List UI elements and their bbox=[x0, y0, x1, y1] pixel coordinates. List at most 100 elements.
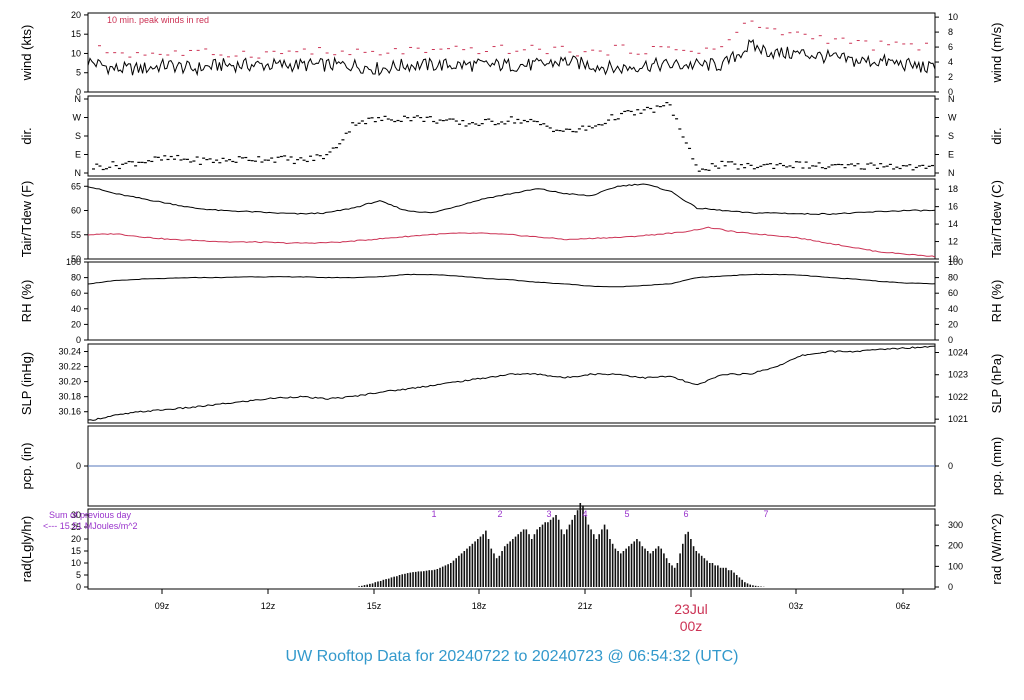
rh-frame bbox=[87, 261, 936, 341]
rad-ylabel: rad(Lgly/hr) bbox=[19, 516, 34, 582]
temp-ytick-label: 55 bbox=[71, 230, 81, 240]
rad-ytick-right-label: 300 bbox=[948, 520, 963, 530]
slp-ytick-right-label: 1021 bbox=[948, 414, 968, 424]
wind-ytick-right-label: 4 bbox=[948, 57, 953, 67]
slp-ytick-right-label: 1023 bbox=[948, 370, 968, 380]
dewpoint-line bbox=[87, 226, 936, 258]
x-tick-label: 06z bbox=[896, 601, 911, 611]
dir-ytick-label: S bbox=[75, 131, 81, 141]
slp-line bbox=[87, 345, 936, 421]
slp-ytick-label: 30.22 bbox=[58, 362, 81, 372]
rad-hour-marker: 1 bbox=[431, 509, 436, 519]
rad-ytick-label: 15 bbox=[71, 546, 81, 556]
rad-ytick-label: 10 bbox=[71, 558, 81, 568]
rad-hour-marker: 7 bbox=[763, 509, 768, 519]
dir-ylabel-right: dir. bbox=[989, 127, 1004, 144]
rad-hour-marker: 4 bbox=[582, 509, 587, 519]
slp-ytick-label: 30.18 bbox=[58, 392, 81, 402]
wind-ytick-label: 0 bbox=[76, 87, 81, 97]
dir-ytick-label: N bbox=[75, 94, 82, 104]
temp-ytick-right-label: 16 bbox=[948, 202, 958, 212]
wind-ytick-label: 15 bbox=[71, 29, 81, 39]
rad-hour-marker: 5 bbox=[624, 509, 629, 519]
dir-ytick-right-label: E bbox=[948, 150, 954, 160]
rh-ylabel: RH (%) bbox=[19, 280, 34, 323]
rad-hour-marker: 6 bbox=[683, 509, 688, 519]
wind-ylabel: wind (kts) bbox=[19, 25, 34, 82]
wind-speed-line bbox=[87, 39, 936, 77]
rh-ytick-right-label: 100 bbox=[948, 257, 963, 267]
wind-ytick-right-label: 6 bbox=[948, 42, 953, 52]
rh-ytick-right-label: 20 bbox=[948, 319, 958, 329]
slp-ytick-right-label: 1022 bbox=[948, 392, 968, 402]
rh-ytick-right-label: 0 bbox=[948, 335, 953, 345]
rh-ytick-label: 80 bbox=[71, 273, 81, 283]
rad-hour-marker: 3 bbox=[546, 509, 551, 519]
wind-ytick-label: 20 bbox=[71, 10, 81, 20]
x-tick-label: 09z bbox=[155, 601, 170, 611]
slp-ylabel-right: SLP (hPa) bbox=[989, 354, 1004, 414]
slp-ylabel: SLP (inHg) bbox=[19, 352, 34, 415]
wind-ytick-right-label: 10 bbox=[948, 12, 958, 22]
pcp-ylabel: pcp. (in) bbox=[19, 443, 34, 490]
dir-ytick-right-label: N bbox=[948, 168, 955, 178]
wind-ytick-label: 10 bbox=[71, 48, 81, 58]
x-tick-label: 15z bbox=[367, 601, 382, 611]
temp-ytick-right-label: 10 bbox=[948, 254, 958, 264]
rad-ylabel-right: rad (W/m^2) bbox=[989, 513, 1004, 584]
wind-ytick-right-label: 2 bbox=[948, 72, 953, 82]
temp-ytick-right-label: 18 bbox=[948, 184, 958, 194]
x-date-label: 23Jul bbox=[674, 601, 707, 617]
pcp-ylabel-right: pcp. (mm) bbox=[989, 437, 1004, 496]
rad-hour-marker: 2 bbox=[497, 509, 502, 519]
rad-ytick-label: 5 bbox=[76, 570, 81, 580]
rh-ytick-label: 20 bbox=[71, 319, 81, 329]
wind-annotation: 10 min. peak winds in red bbox=[107, 15, 209, 25]
temp-ytick-right-label: 12 bbox=[948, 237, 958, 247]
temp-frame bbox=[87, 178, 936, 260]
rh-ytick-right-label: 60 bbox=[948, 288, 958, 298]
rad-frame bbox=[87, 508, 936, 590]
rh-ytick-label: 40 bbox=[71, 304, 81, 314]
rad-annotation-line1: Sum of previous day bbox=[49, 510, 132, 520]
air-temperature-line bbox=[87, 183, 936, 216]
temp-ytick-label: 60 bbox=[71, 206, 81, 216]
dir-frame bbox=[87, 95, 936, 177]
pcp-ytick-label: 0 bbox=[76, 461, 81, 471]
slp-frame bbox=[87, 343, 936, 424]
dir-ytick-label: N bbox=[75, 168, 82, 178]
temp-ytick-label: 50 bbox=[71, 254, 81, 264]
wind-ytick-label: 5 bbox=[76, 68, 81, 78]
rad-annotation-line2: <--- 15.51 MJoules/m^2 bbox=[43, 521, 138, 531]
dir-ytick-right-label: S bbox=[948, 131, 954, 141]
rad-ytick-label: 25 bbox=[71, 522, 81, 532]
pcp-ytick-right-label: 0 bbox=[948, 461, 953, 471]
rad-ytick-label: 20 bbox=[71, 534, 81, 544]
x-tick-label: 21z bbox=[578, 601, 593, 611]
dir-ytick-right-label: W bbox=[948, 113, 957, 123]
wind-ytick-right-label: 8 bbox=[948, 27, 953, 37]
slp-ytick-label: 30.20 bbox=[58, 377, 81, 387]
temp-ytick-right-label: 14 bbox=[948, 219, 958, 229]
rad-ytick-label: 30 bbox=[71, 510, 81, 520]
rad-ytick-right-label: 200 bbox=[948, 541, 963, 551]
dir-ytick-label: W bbox=[73, 113, 82, 123]
wind-ylabel-right: wind (m/s) bbox=[989, 23, 1004, 84]
footer-title: UW Rooftop Data for 20240722 to 20240723… bbox=[285, 648, 739, 665]
x-tick-label: 12z bbox=[261, 601, 276, 611]
temp-ytick-label: 65 bbox=[71, 181, 81, 191]
x-date-time-label: 00z bbox=[680, 618, 703, 634]
dir-ylabel: dir. bbox=[19, 127, 34, 144]
wind-ytick-right-label: 0 bbox=[948, 87, 953, 97]
rad-ytick-right-label: 0 bbox=[948, 582, 953, 592]
x-tick-label: 18z bbox=[472, 601, 487, 611]
slp-ytick-right-label: 1024 bbox=[948, 348, 968, 358]
wind-frame bbox=[87, 12, 936, 93]
temp-ylabel: Tair/Tdew (F) bbox=[19, 181, 34, 258]
temp-ylabel-right: Tair/Tdew (C) bbox=[989, 180, 1004, 258]
rad-ytick-label: 0 bbox=[76, 582, 81, 592]
x-tick-label: 03z bbox=[789, 601, 804, 611]
dir-ytick-label: E bbox=[75, 150, 81, 160]
rh-ytick-label: 100 bbox=[66, 257, 81, 267]
